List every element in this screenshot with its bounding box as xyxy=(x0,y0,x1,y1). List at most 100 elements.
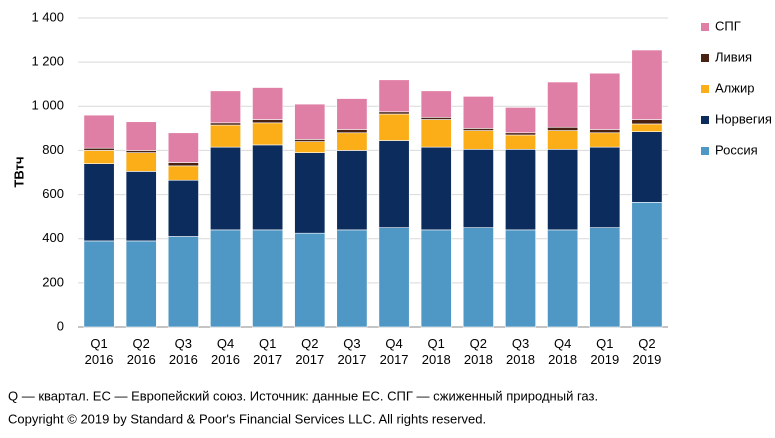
bar-segment xyxy=(83,147,115,151)
bar-segment xyxy=(462,130,494,150)
bar-segment xyxy=(505,134,536,150)
bar-segment xyxy=(294,141,326,153)
bar-segment xyxy=(336,229,368,328)
bar-segment xyxy=(631,49,663,120)
bar-segment xyxy=(294,139,326,142)
bar-segment xyxy=(167,132,199,163)
legend-marker xyxy=(701,116,709,124)
bar-segment xyxy=(547,149,579,231)
x-tick-label: Q3 2017 xyxy=(337,336,366,367)
bar-segment xyxy=(167,162,199,167)
bar-segment xyxy=(167,179,199,237)
bar-segment xyxy=(420,117,452,120)
bar-segment xyxy=(336,132,368,151)
bar-segment xyxy=(505,132,536,136)
x-tick-label: Q3 2016 xyxy=(169,336,198,367)
bar-segment xyxy=(252,144,284,231)
bar-segment xyxy=(210,124,241,148)
legend-label: Алжир xyxy=(715,80,754,95)
bar-segment xyxy=(378,140,410,228)
bar-segment xyxy=(505,149,536,231)
bar-segment xyxy=(462,149,494,228)
legend-marker xyxy=(701,23,709,31)
bar-segment xyxy=(420,146,452,231)
bar-segment xyxy=(252,87,284,120)
bar-segment xyxy=(125,240,157,328)
bar-segment xyxy=(631,119,663,125)
bar-segment xyxy=(252,122,284,146)
bar-segment xyxy=(336,98,368,130)
bar-segment xyxy=(462,96,494,129)
bar-segment xyxy=(378,79,410,113)
bar-segment xyxy=(252,229,284,328)
x-tick-label: Q1 2017 xyxy=(253,336,282,367)
bar-segment xyxy=(589,132,621,148)
bar-segment xyxy=(83,163,115,242)
bar-segment xyxy=(547,81,579,128)
bar-segment xyxy=(336,150,368,231)
bar-segment xyxy=(505,229,536,328)
x-tick-label: Q2 2019 xyxy=(632,336,661,367)
bar-segment xyxy=(167,165,199,181)
bar-segment xyxy=(378,227,410,328)
bar-segment xyxy=(125,150,157,153)
x-tick-label: Q4 2018 xyxy=(548,336,577,367)
legend-marker xyxy=(701,147,709,155)
bar-segment xyxy=(547,126,579,131)
bar-segment xyxy=(378,111,410,115)
bar-segment xyxy=(547,229,579,328)
bar-segment xyxy=(210,229,241,328)
bar-segment xyxy=(462,128,494,131)
y-tick-label: 600 xyxy=(42,186,64,201)
legend-marker xyxy=(701,54,709,62)
y-axis-label: ТВтч xyxy=(11,156,26,187)
y-tick-label: 1 400 xyxy=(31,9,64,24)
bar-segment xyxy=(125,152,157,172)
x-tick-label: Q2 2017 xyxy=(295,336,324,367)
legend-label: Ливия xyxy=(715,49,752,64)
bar-segment xyxy=(125,171,157,242)
footnote: Q — квартал. ЕС — Европейский союз. Исто… xyxy=(8,388,598,403)
x-tick-label: Q3 2018 xyxy=(506,336,535,367)
bar-segment xyxy=(167,236,199,328)
x-tick-label: Q1 2016 xyxy=(85,336,114,367)
bar-segment xyxy=(631,131,663,203)
bar-segment xyxy=(631,123,663,132)
x-tick-label: Q4 2017 xyxy=(380,336,409,367)
bar-segment xyxy=(462,227,494,328)
bar-segment xyxy=(420,119,452,148)
bar-segment xyxy=(420,229,452,328)
y-tick-label: 0 xyxy=(57,318,64,333)
legend-label: СПГ xyxy=(715,18,741,33)
bar-segment xyxy=(252,119,284,124)
bar-segment xyxy=(210,146,241,231)
bar-segment xyxy=(589,72,621,130)
bar-segment xyxy=(589,129,621,134)
bar-segment xyxy=(83,150,115,164)
bar-segment xyxy=(378,113,410,141)
x-tick-label: Q1 2019 xyxy=(590,336,619,367)
bar-segment xyxy=(83,240,115,328)
bar-segment xyxy=(505,107,536,134)
x-tick-label: Q4 2016 xyxy=(211,336,240,367)
bar-segment xyxy=(210,122,241,126)
y-tick-label: 1 200 xyxy=(31,54,64,69)
x-tick-label: Q2 2018 xyxy=(464,336,493,367)
y-tick-label: 800 xyxy=(42,142,64,157)
bar-segment xyxy=(294,103,326,140)
legend-marker xyxy=(701,85,709,93)
bar-segment xyxy=(336,129,368,134)
bar-segment xyxy=(294,152,326,234)
legend-label: Норвегия xyxy=(715,111,772,126)
bar-segment xyxy=(294,232,326,328)
legend-label: Россия xyxy=(715,142,758,157)
bar-segment xyxy=(547,130,579,150)
x-tick-label: Q2 2016 xyxy=(127,336,156,367)
footnote: Copyright © 2019 by Standard & Poor's Fi… xyxy=(8,411,486,426)
y-tick-label: 200 xyxy=(42,274,64,289)
bar-segment xyxy=(631,201,663,328)
bar-segment xyxy=(125,121,157,151)
bar-segment xyxy=(589,146,621,228)
x-tick-label: Q1 2018 xyxy=(422,336,451,367)
